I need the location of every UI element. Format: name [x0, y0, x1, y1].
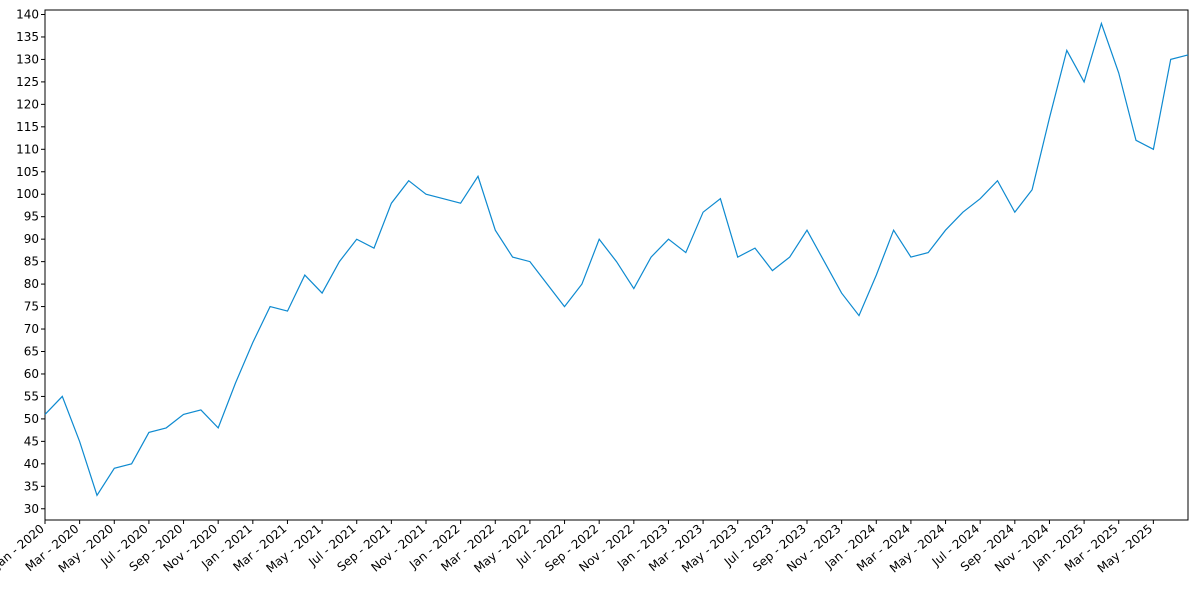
y-tick-label: 135: [16, 30, 39, 44]
y-tick-label: 130: [16, 52, 39, 66]
y-tick-label: 120: [16, 97, 39, 111]
y-tick-label: 70: [24, 322, 39, 336]
y-tick-label: 65: [24, 344, 39, 358]
y-tick-label: 35: [24, 479, 39, 493]
y-tick-label: 90: [24, 232, 39, 246]
y-tick-label: 60: [24, 367, 39, 381]
y-tick-label: 30: [24, 502, 39, 516]
y-tick-label: 40: [24, 457, 39, 471]
y-tick-label: 115: [16, 120, 39, 134]
y-tick-label: 75: [24, 300, 39, 314]
y-tick-label: 105: [16, 165, 39, 179]
y-tick-label: 45: [24, 434, 39, 448]
y-tick-label: 95: [24, 210, 39, 224]
y-tick-label: 125: [16, 75, 39, 89]
plot-frame: [44, 9, 1189, 521]
y-tick-label: 55: [24, 389, 39, 403]
y-tick-label: 140: [16, 7, 39, 21]
y-tick-label: 50: [24, 412, 39, 426]
y-tick-label: 110: [16, 142, 39, 156]
y-tick-label: 80: [24, 277, 39, 291]
price-line: [44, 21, 1189, 497]
y-tick-label: 85: [24, 255, 39, 269]
y-tick-label: 100: [16, 187, 39, 201]
